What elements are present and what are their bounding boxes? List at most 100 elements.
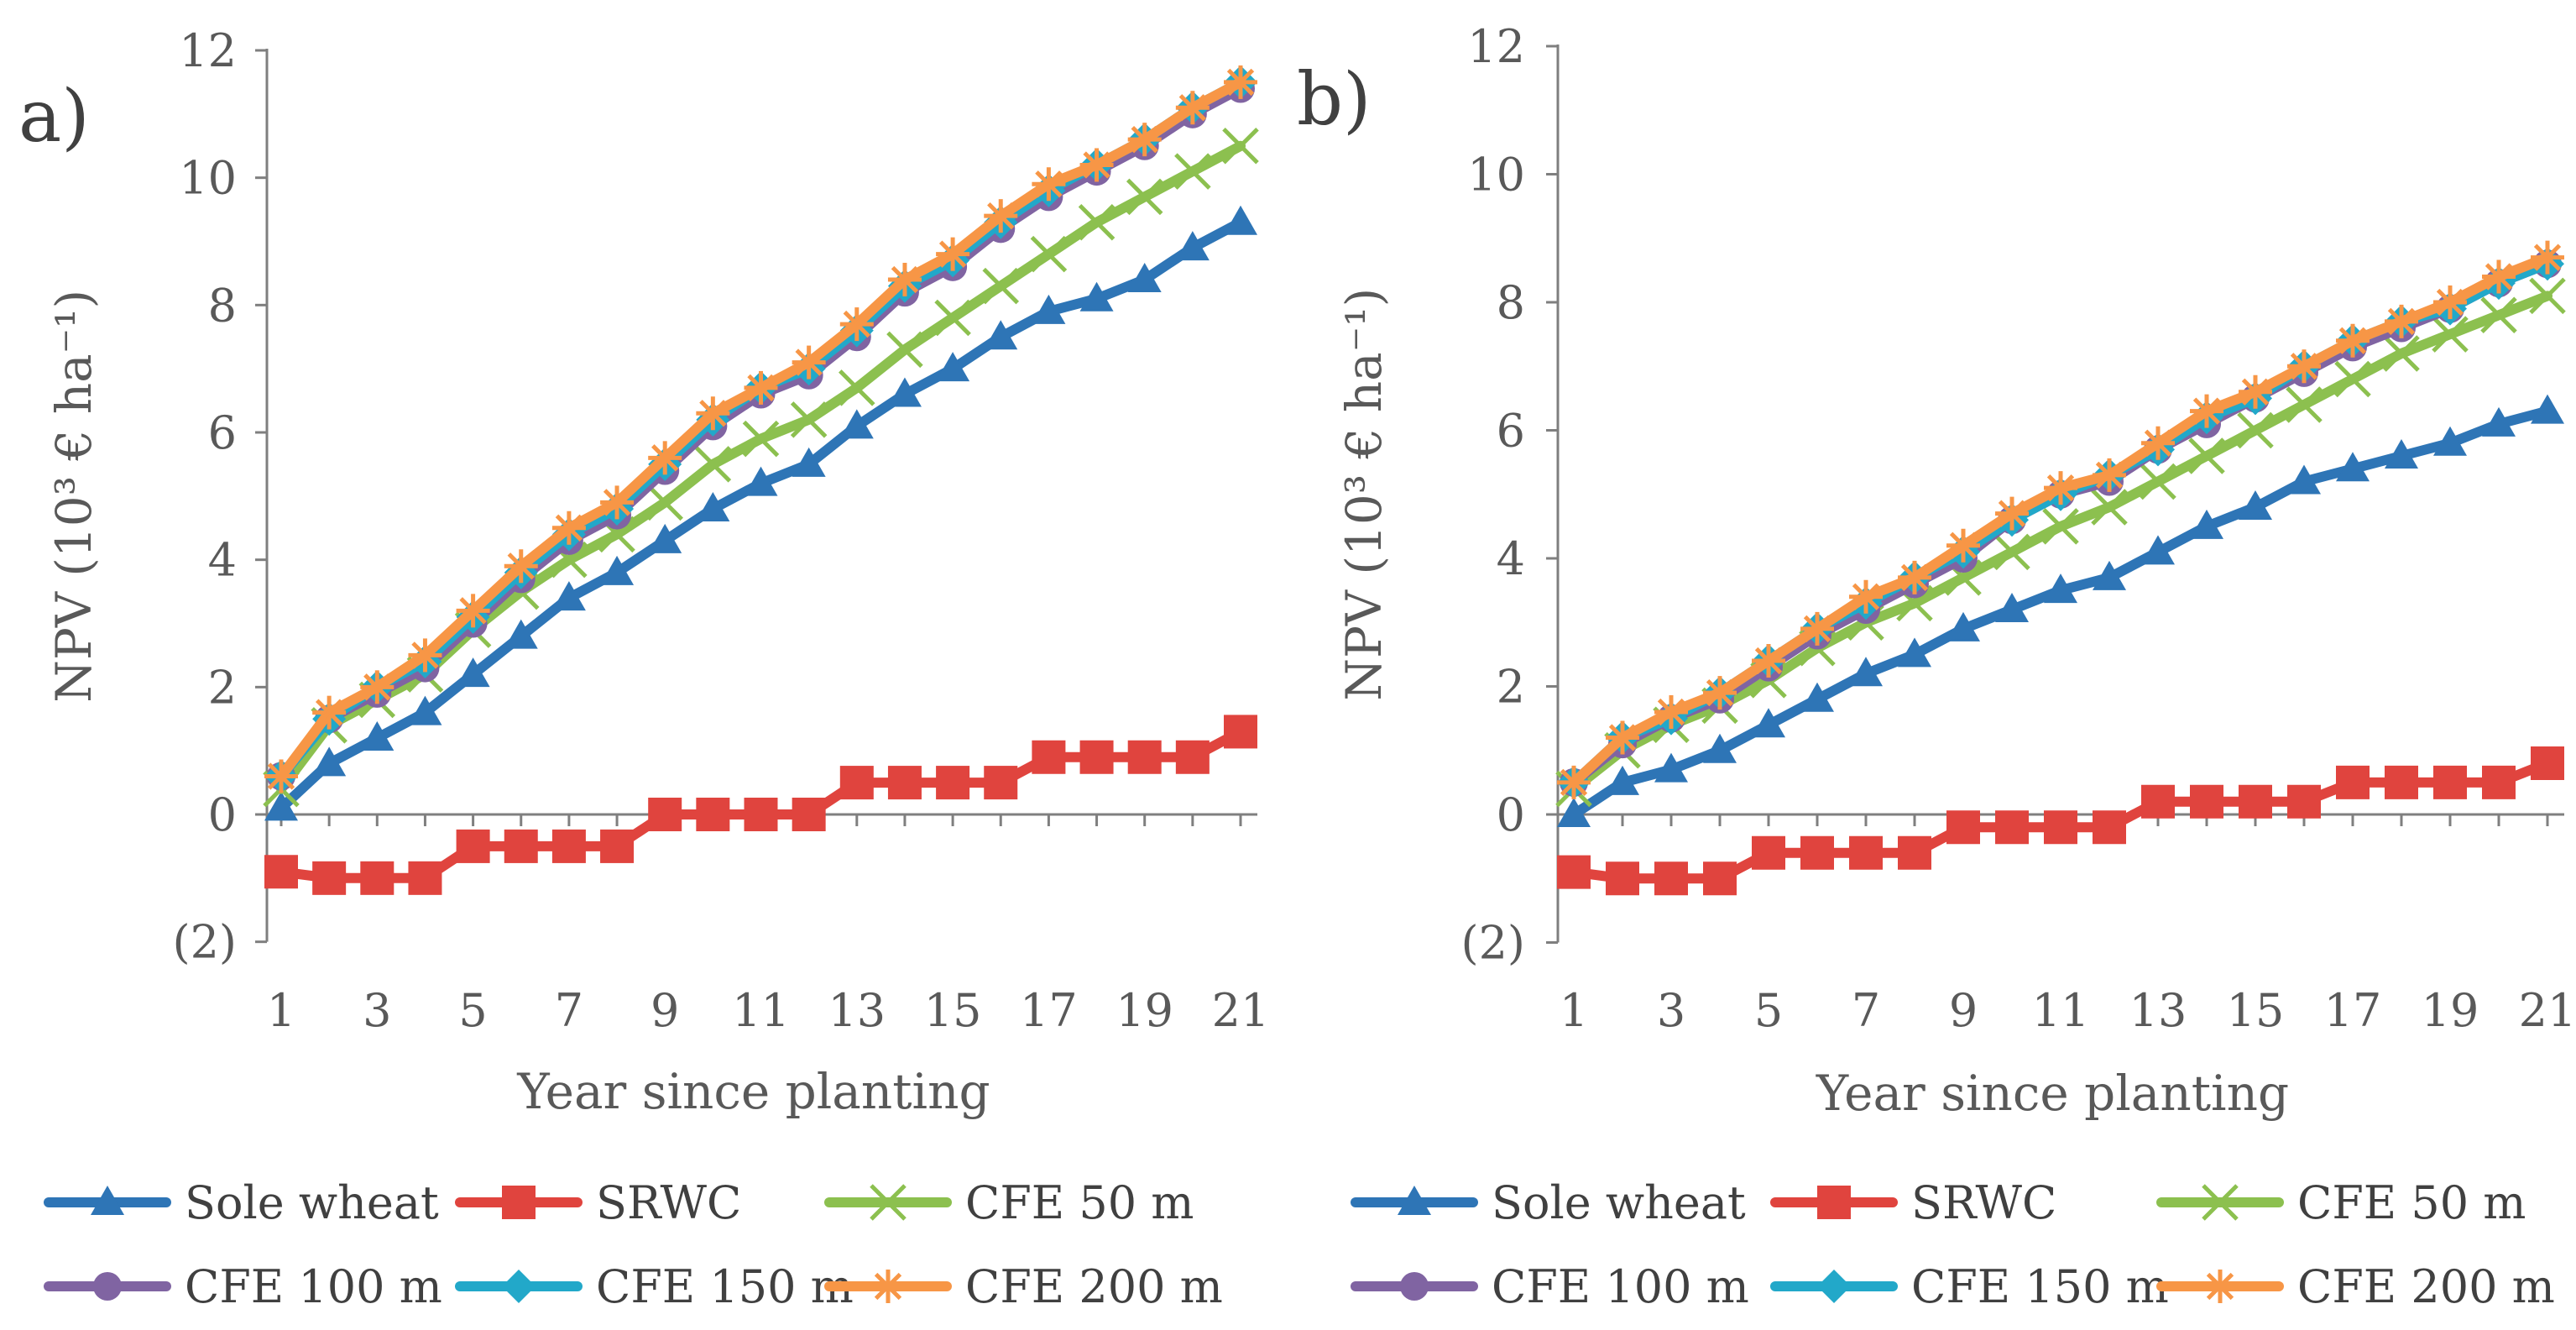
data-point bbox=[1995, 593, 2029, 622]
data-point bbox=[1993, 533, 2030, 571]
data-point bbox=[2091, 489, 2128, 526]
legend-label: CFE 150 m bbox=[596, 1260, 854, 1313]
y-axis-title: NPV (10³ € ha⁻¹) bbox=[45, 290, 102, 703]
data-point bbox=[792, 798, 826, 831]
data-point bbox=[2383, 335, 2420, 372]
data-point bbox=[1800, 835, 1834, 870]
x-tick-label: 3 bbox=[1657, 984, 1685, 1037]
legend-marker bbox=[1398, 1186, 1431, 1215]
data-point bbox=[2480, 296, 2517, 334]
data-point bbox=[839, 766, 874, 800]
data-point bbox=[1752, 708, 1785, 738]
data-point bbox=[1654, 695, 1688, 729]
data-point bbox=[2042, 508, 2079, 545]
data-point bbox=[648, 523, 682, 553]
data-point bbox=[2482, 765, 2516, 799]
data-point bbox=[936, 237, 970, 271]
series-cfe-200-m bbox=[264, 65, 1257, 793]
data-point bbox=[312, 746, 347, 777]
legend-label: SRWC bbox=[596, 1176, 741, 1229]
data-point bbox=[2044, 573, 2077, 604]
data-point bbox=[2140, 463, 2176, 500]
data-point bbox=[887, 377, 922, 407]
legend-marker bbox=[93, 1272, 122, 1301]
data-point bbox=[744, 798, 778, 831]
data-point bbox=[1079, 148, 1114, 182]
data-point bbox=[1175, 231, 1210, 261]
series-srwc bbox=[1557, 746, 2564, 896]
legend-item-cfe-100-m: CFE 100 m bbox=[44, 1260, 442, 1313]
x-tick-label: 13 bbox=[2129, 984, 2187, 1037]
data-point bbox=[2334, 360, 2371, 398]
legend-item-sole-wheat: Sole wheat bbox=[44, 1176, 439, 1229]
legend-item-cfe-100-m: CFE 100 m bbox=[1351, 1260, 1749, 1313]
data-point bbox=[456, 829, 490, 863]
data-point bbox=[1222, 127, 1259, 165]
data-point bbox=[2287, 784, 2321, 819]
data-point bbox=[934, 299, 971, 337]
legend-label: CFE 200 m bbox=[2297, 1260, 2555, 1313]
data-point bbox=[1078, 203, 1116, 241]
data-point bbox=[1946, 528, 1980, 563]
data-point bbox=[2482, 259, 2516, 294]
data-point bbox=[936, 352, 970, 382]
data-point bbox=[744, 370, 778, 405]
data-point bbox=[790, 401, 828, 438]
data-point bbox=[1174, 153, 1211, 190]
legend-marker bbox=[870, 1184, 907, 1221]
data-point bbox=[2190, 509, 2223, 539]
y-tick-label: (2) bbox=[1461, 917, 1526, 970]
data-point bbox=[742, 420, 780, 458]
y-tick-label: 4 bbox=[1497, 532, 1525, 585]
y-tick-label: 10 bbox=[179, 152, 237, 205]
y-tick-label: 10 bbox=[1467, 149, 1525, 202]
data-point bbox=[696, 492, 730, 521]
data-point bbox=[984, 199, 1018, 233]
data-point bbox=[2239, 490, 2272, 520]
legend-marker bbox=[871, 1270, 905, 1303]
data-point bbox=[648, 441, 682, 475]
x-tick-label: 11 bbox=[2032, 984, 2090, 1037]
data-point bbox=[2141, 784, 2175, 819]
data-point bbox=[1703, 733, 1737, 763]
data-point bbox=[360, 861, 394, 895]
data-point bbox=[2433, 765, 2467, 799]
data-point bbox=[648, 798, 682, 831]
legend-label: SRWC bbox=[1911, 1176, 2056, 1229]
y-tick-label: 0 bbox=[1497, 788, 1525, 841]
legend-item-srwc: SRWC bbox=[455, 1176, 741, 1229]
data-point bbox=[2336, 765, 2370, 799]
data-point bbox=[1752, 835, 1785, 870]
data-point bbox=[1127, 263, 1162, 292]
y-tick-label: 2 bbox=[1497, 661, 1525, 714]
data-point bbox=[1800, 611, 1834, 646]
x-tick-label: 7 bbox=[1852, 984, 1880, 1037]
data-point bbox=[2433, 285, 2467, 319]
data-point bbox=[264, 791, 298, 821]
data-point bbox=[264, 759, 298, 793]
legend-label: CFE 150 m bbox=[1911, 1260, 2169, 1313]
data-point bbox=[646, 484, 683, 521]
data-point bbox=[839, 307, 874, 342]
data-point bbox=[1079, 740, 1114, 774]
data-point bbox=[1849, 657, 1883, 687]
data-point bbox=[360, 721, 394, 751]
data-point bbox=[1606, 720, 1639, 755]
legend-marker bbox=[1400, 1272, 1429, 1301]
data-point bbox=[2482, 406, 2516, 437]
data-point bbox=[1703, 861, 1737, 896]
data-point bbox=[1849, 579, 1883, 614]
x-tick-label: 5 bbox=[1754, 984, 1783, 1037]
y-tick-label: 6 bbox=[1497, 405, 1525, 458]
data-point bbox=[839, 409, 874, 439]
data-point bbox=[1175, 91, 1210, 125]
legend-a: Sole wheat SRWC CFE 50 m CFE 100 m CFE 150 m… bbox=[44, 1176, 1223, 1313]
x-tick-label: 11 bbox=[732, 984, 790, 1037]
data-point bbox=[312, 695, 347, 730]
data-point bbox=[1606, 861, 1639, 896]
x-tick-label: 1 bbox=[1560, 984, 1588, 1037]
data-point bbox=[2093, 810, 2126, 845]
data-point bbox=[887, 263, 922, 296]
data-point bbox=[936, 766, 970, 800]
legend-marker bbox=[2203, 1270, 2237, 1303]
